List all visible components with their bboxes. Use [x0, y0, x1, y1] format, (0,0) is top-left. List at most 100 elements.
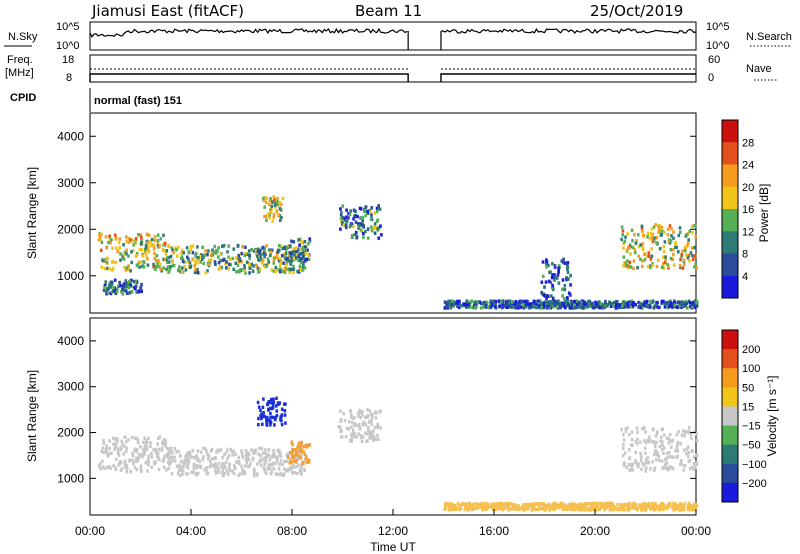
echo-cell [252, 264, 255, 268]
echo-cell [344, 223, 348, 227]
echo-cell [122, 253, 126, 257]
echo-cell [340, 435, 344, 439]
echo-cell [358, 411, 362, 415]
echo-cell [510, 507, 514, 511]
echo-cell [271, 219, 274, 223]
echo-cell [473, 506, 477, 511]
echo-cell [215, 450, 218, 454]
echo-cell [267, 212, 270, 216]
echo-cell [655, 235, 659, 240]
echo-cell [187, 456, 190, 461]
echo-cell [679, 304, 683, 309]
echo-cell [376, 425, 380, 429]
echo-cell [561, 287, 564, 291]
echo-cell [227, 267, 231, 271]
echo-cell [210, 457, 214, 461]
echo-cell [445, 301, 448, 305]
echo-cell [229, 447, 233, 452]
echo-cell [219, 252, 222, 256]
echo-cell [157, 457, 161, 462]
echo-cell [484, 501, 487, 506]
noise-panel: N.Sky 10^5 10^0 10^5 10^0 N.Search [4, 21, 792, 52]
echo-cell [177, 449, 181, 454]
echo-cell [555, 505, 559, 510]
echo-cell [117, 453, 121, 457]
echo-cell [638, 503, 642, 507]
echo-cell [245, 450, 248, 454]
echo-cell [613, 505, 617, 509]
echo-cell [238, 258, 242, 263]
colorbar-swatch [722, 120, 738, 143]
echo-cell [108, 439, 111, 443]
echo-cell [629, 305, 632, 309]
echo-cell [197, 464, 201, 469]
echo-cell [295, 448, 298, 453]
echo-cell [262, 248, 266, 252]
echo-cell [240, 452, 244, 456]
echo-cell [374, 225, 377, 230]
echo-cell [261, 415, 264, 419]
echo-cell [255, 473, 259, 477]
echo-cell [566, 270, 570, 274]
echo-cell [453, 506, 456, 510]
echo-cell [497, 505, 500, 509]
echo-cell [121, 254, 124, 258]
echo-cell [339, 417, 343, 422]
echo-cell [130, 284, 133, 289]
echo-cell [493, 301, 496, 306]
echo-cell [249, 462, 252, 466]
echo-cell [133, 280, 136, 284]
echo-cell [660, 439, 664, 444]
echo-cell [690, 246, 694, 250]
date-label: 25/Oct/2019 [590, 2, 683, 20]
echo-cell [140, 248, 144, 252]
echo-cell [692, 506, 696, 510]
echo-cell [202, 455, 205, 459]
echo-cell [248, 271, 251, 275]
echo-cell [630, 437, 634, 442]
echo-cell [105, 444, 108, 448]
echo-cell [296, 452, 299, 456]
echo-cell [275, 456, 279, 460]
echo-cell [344, 435, 348, 439]
echo-cell [147, 233, 151, 237]
echo-cell [214, 251, 218, 255]
echo-cell [153, 251, 156, 256]
echo-cell [691, 257, 695, 262]
echo-cell [222, 244, 226, 248]
echo-cell [637, 463, 640, 467]
echo-cell [285, 247, 288, 252]
echo-cell [162, 465, 166, 469]
echo-cell [257, 257, 260, 262]
echo-cell [109, 291, 113, 296]
echo-cell [491, 302, 494, 306]
echo-cell [246, 456, 249, 460]
echo-cell [134, 279, 138, 283]
echo-cell [130, 435, 134, 440]
echo-cell [256, 400, 260, 405]
echo-cell [112, 463, 115, 468]
echo-cell [597, 304, 600, 308]
echo-cell [609, 502, 612, 506]
echo-cell [533, 506, 537, 511]
echo-cell [614, 306, 618, 310]
echo-cell [679, 264, 682, 268]
echo-cell [133, 465, 137, 470]
echo-cell [366, 236, 370, 240]
echo-cell [184, 472, 188, 476]
echo-cell [162, 438, 166, 442]
echo-cell [373, 425, 377, 430]
echo-cell [634, 450, 637, 455]
echo-cell [307, 443, 310, 447]
echo-cell [167, 255, 171, 260]
echo-cell [146, 457, 150, 462]
echo-cell [101, 459, 104, 464]
echo-cell [214, 262, 217, 266]
echo-cell [663, 260, 667, 265]
echo-cell [483, 504, 486, 508]
echo-cell [182, 461, 185, 465]
echo-cell [270, 204, 274, 208]
echo-cell [132, 243, 135, 247]
echo-cell [263, 456, 266, 460]
echo-cell [199, 465, 203, 470]
